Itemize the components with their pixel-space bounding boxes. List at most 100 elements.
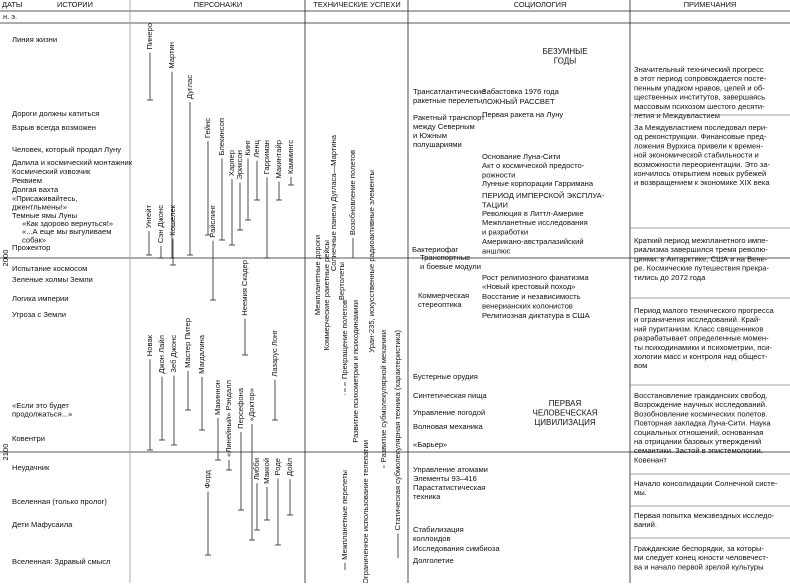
character-name: Ленц	[252, 139, 261, 157]
tech-advance: Уран-235, искусственные радиоактивные эл…	[367, 170, 376, 353]
column-header: ПРИМЕЧАНИЯ	[684, 0, 736, 9]
character-name: «Линейный» Рэндалл	[224, 380, 233, 457]
date-label: 2000	[1, 250, 10, 267]
story-title: «...А еще мы выгуливаем	[22, 227, 111, 236]
story-title: Испытание космосом	[12, 264, 87, 273]
tech-item: Бактериофаг	[412, 245, 458, 254]
story-title: «Как здорово вернуться!»	[22, 219, 113, 228]
story-title: Человек, который продал Луну	[12, 145, 121, 154]
note: ложения Вурхиса привели к времен-	[634, 141, 763, 150]
sociology-item: ПЕРВАЯ	[549, 399, 582, 408]
story-title: «Если это будет	[12, 401, 69, 410]
story-title: Неудачник	[12, 463, 50, 472]
tech-item: Бустерные орудия	[413, 372, 478, 381]
character-name: Харпер	[227, 150, 236, 176]
note: ре. Космические путешествия прекра-	[634, 264, 769, 273]
character-name: Пинеро	[145, 23, 154, 50]
tech-item: Исследования симбиоза	[413, 544, 500, 553]
character-name: Каммингс	[286, 140, 295, 174]
character-name: Зеб Джонс	[169, 335, 178, 373]
story-title: Логика империи	[12, 294, 69, 303]
tech-advance: Прекращение полетов	[340, 300, 349, 379]
tech-item: Синтетическая пища	[413, 391, 488, 400]
tech-item: и боевые модули	[420, 262, 481, 271]
note: од реконструкции. Финансовые пред-	[634, 132, 767, 141]
sociology-item: рожности	[482, 171, 515, 180]
sociology-item: и разработки	[482, 228, 528, 237]
note: За Междувластием последовал пери-	[634, 123, 768, 132]
tech-item: «Барьер»	[413, 440, 447, 449]
sociology-item: Рост религиозного фанатизма	[482, 273, 589, 282]
era-label: н. э.	[3, 12, 17, 21]
sociology-item: ТАЦИИ	[482, 201, 508, 210]
tech-item: Волновая механика	[413, 422, 483, 431]
sociology-item: Первая ракета на Луну	[482, 110, 563, 119]
character-name: Эриксон	[235, 150, 244, 180]
note: семантики. Застой в эпистемологии.	[634, 446, 763, 455]
tech-advance: Возобновление полетов	[348, 150, 357, 235]
character-name: Персефона	[236, 387, 245, 429]
sociology-item: Революция в Литтл-Америке	[482, 209, 584, 218]
note: тились до 2072 года	[634, 273, 706, 282]
character-name: Либби	[252, 458, 261, 480]
tech-item: между Северным	[413, 122, 475, 131]
story-title: Вселенная (только пролог)	[12, 497, 107, 506]
column-header: ИСТОРИИ	[57, 0, 93, 9]
character-name: Макиннон	[213, 380, 222, 415]
tech-advance: Развитие субмолекулярной механики	[379, 330, 388, 462]
story-title: Темные ямы Луны	[12, 211, 77, 220]
tech-item: Трансатлантические	[413, 87, 485, 96]
story-title: Космический извозчик	[12, 167, 91, 176]
character-name: Блекинсоп	[217, 118, 226, 156]
note: Возрождение научных исследований.	[634, 400, 767, 409]
tech-advance: Вертолеты	[337, 262, 346, 300]
story-title: собак»	[22, 236, 46, 245]
sociology-item: Забастовка 1976 года	[482, 87, 560, 96]
character-name: Неемия Скадер	[240, 260, 249, 316]
sociology-item: ГОДЫ	[554, 57, 576, 66]
note: ва и начало первой зрелой культуры	[634, 562, 764, 571]
note: Восстановление гражданских свобод.	[634, 391, 768, 400]
story-title: «Присаживайтесь,	[12, 194, 77, 203]
character-name: Гарриман	[262, 140, 271, 174]
character-name: Форд	[203, 469, 212, 488]
tech-item: Стабилизация	[413, 525, 464, 534]
character-name: «Доктор»	[247, 388, 256, 421]
story-title: Зеленые холмы Земли	[12, 275, 93, 284]
story-title: Реквием	[12, 176, 42, 185]
character-name: Новак	[145, 334, 154, 356]
character-name: Маккой	[262, 458, 271, 484]
sociology-item: БЕЗУМНЫЕ	[542, 47, 587, 56]
character-name: Гейнс	[203, 118, 212, 138]
note: на отрицании базовых утверждений	[634, 437, 761, 446]
note: щественных институтов, завершаясь	[634, 93, 765, 102]
note: разрабатывает определенные момен-	[634, 334, 769, 343]
sociology-item: венерианских колонистов	[482, 302, 573, 311]
character-name: Дуглас	[185, 75, 194, 99]
date-label: 2100	[1, 444, 10, 461]
note: пенным упадком нравов, целей и об-	[634, 83, 765, 92]
note: ми следует конец юности человечест-	[634, 553, 769, 562]
note: социальных отношений, основанная	[634, 428, 763, 437]
note: ний пуританизм. Класс священников	[634, 324, 763, 333]
character-name: Сэн Джонс	[156, 205, 165, 243]
character-name: Джон Лайл	[157, 335, 166, 374]
story-title: продолжаться...»	[12, 410, 72, 419]
note: Краткий период межпланетного импе-	[634, 236, 768, 245]
story-title: Долгая вахта	[12, 185, 59, 194]
sociology-item: Лунные корпорации Гарримана	[482, 179, 594, 188]
sociology-item: Акт о космической предосто-	[482, 161, 585, 170]
tech-advance: Коммерческие ракетные рейсы	[322, 240, 331, 350]
tech-item: Элементы 93–416	[413, 474, 477, 483]
tech-advance: Ограниченное использование телепатии	[361, 440, 370, 583]
story-title: Дети Мафусаила	[12, 520, 73, 529]
sociology-item: ЧЕЛОВЕЧЕСКАЯ	[532, 409, 597, 418]
story-title: Прожектор	[12, 243, 50, 252]
note: Период малого технического прогресса	[634, 306, 774, 315]
column-header: СОЦИОЛОГИЯ	[514, 0, 567, 9]
column-header: ТЕХНИЧЕСКИЕ УСПЕХИ	[313, 0, 400, 9]
sociology-item: Религиозная диктатура в США	[482, 311, 591, 320]
story-title: Угроза с Земли	[12, 310, 66, 319]
